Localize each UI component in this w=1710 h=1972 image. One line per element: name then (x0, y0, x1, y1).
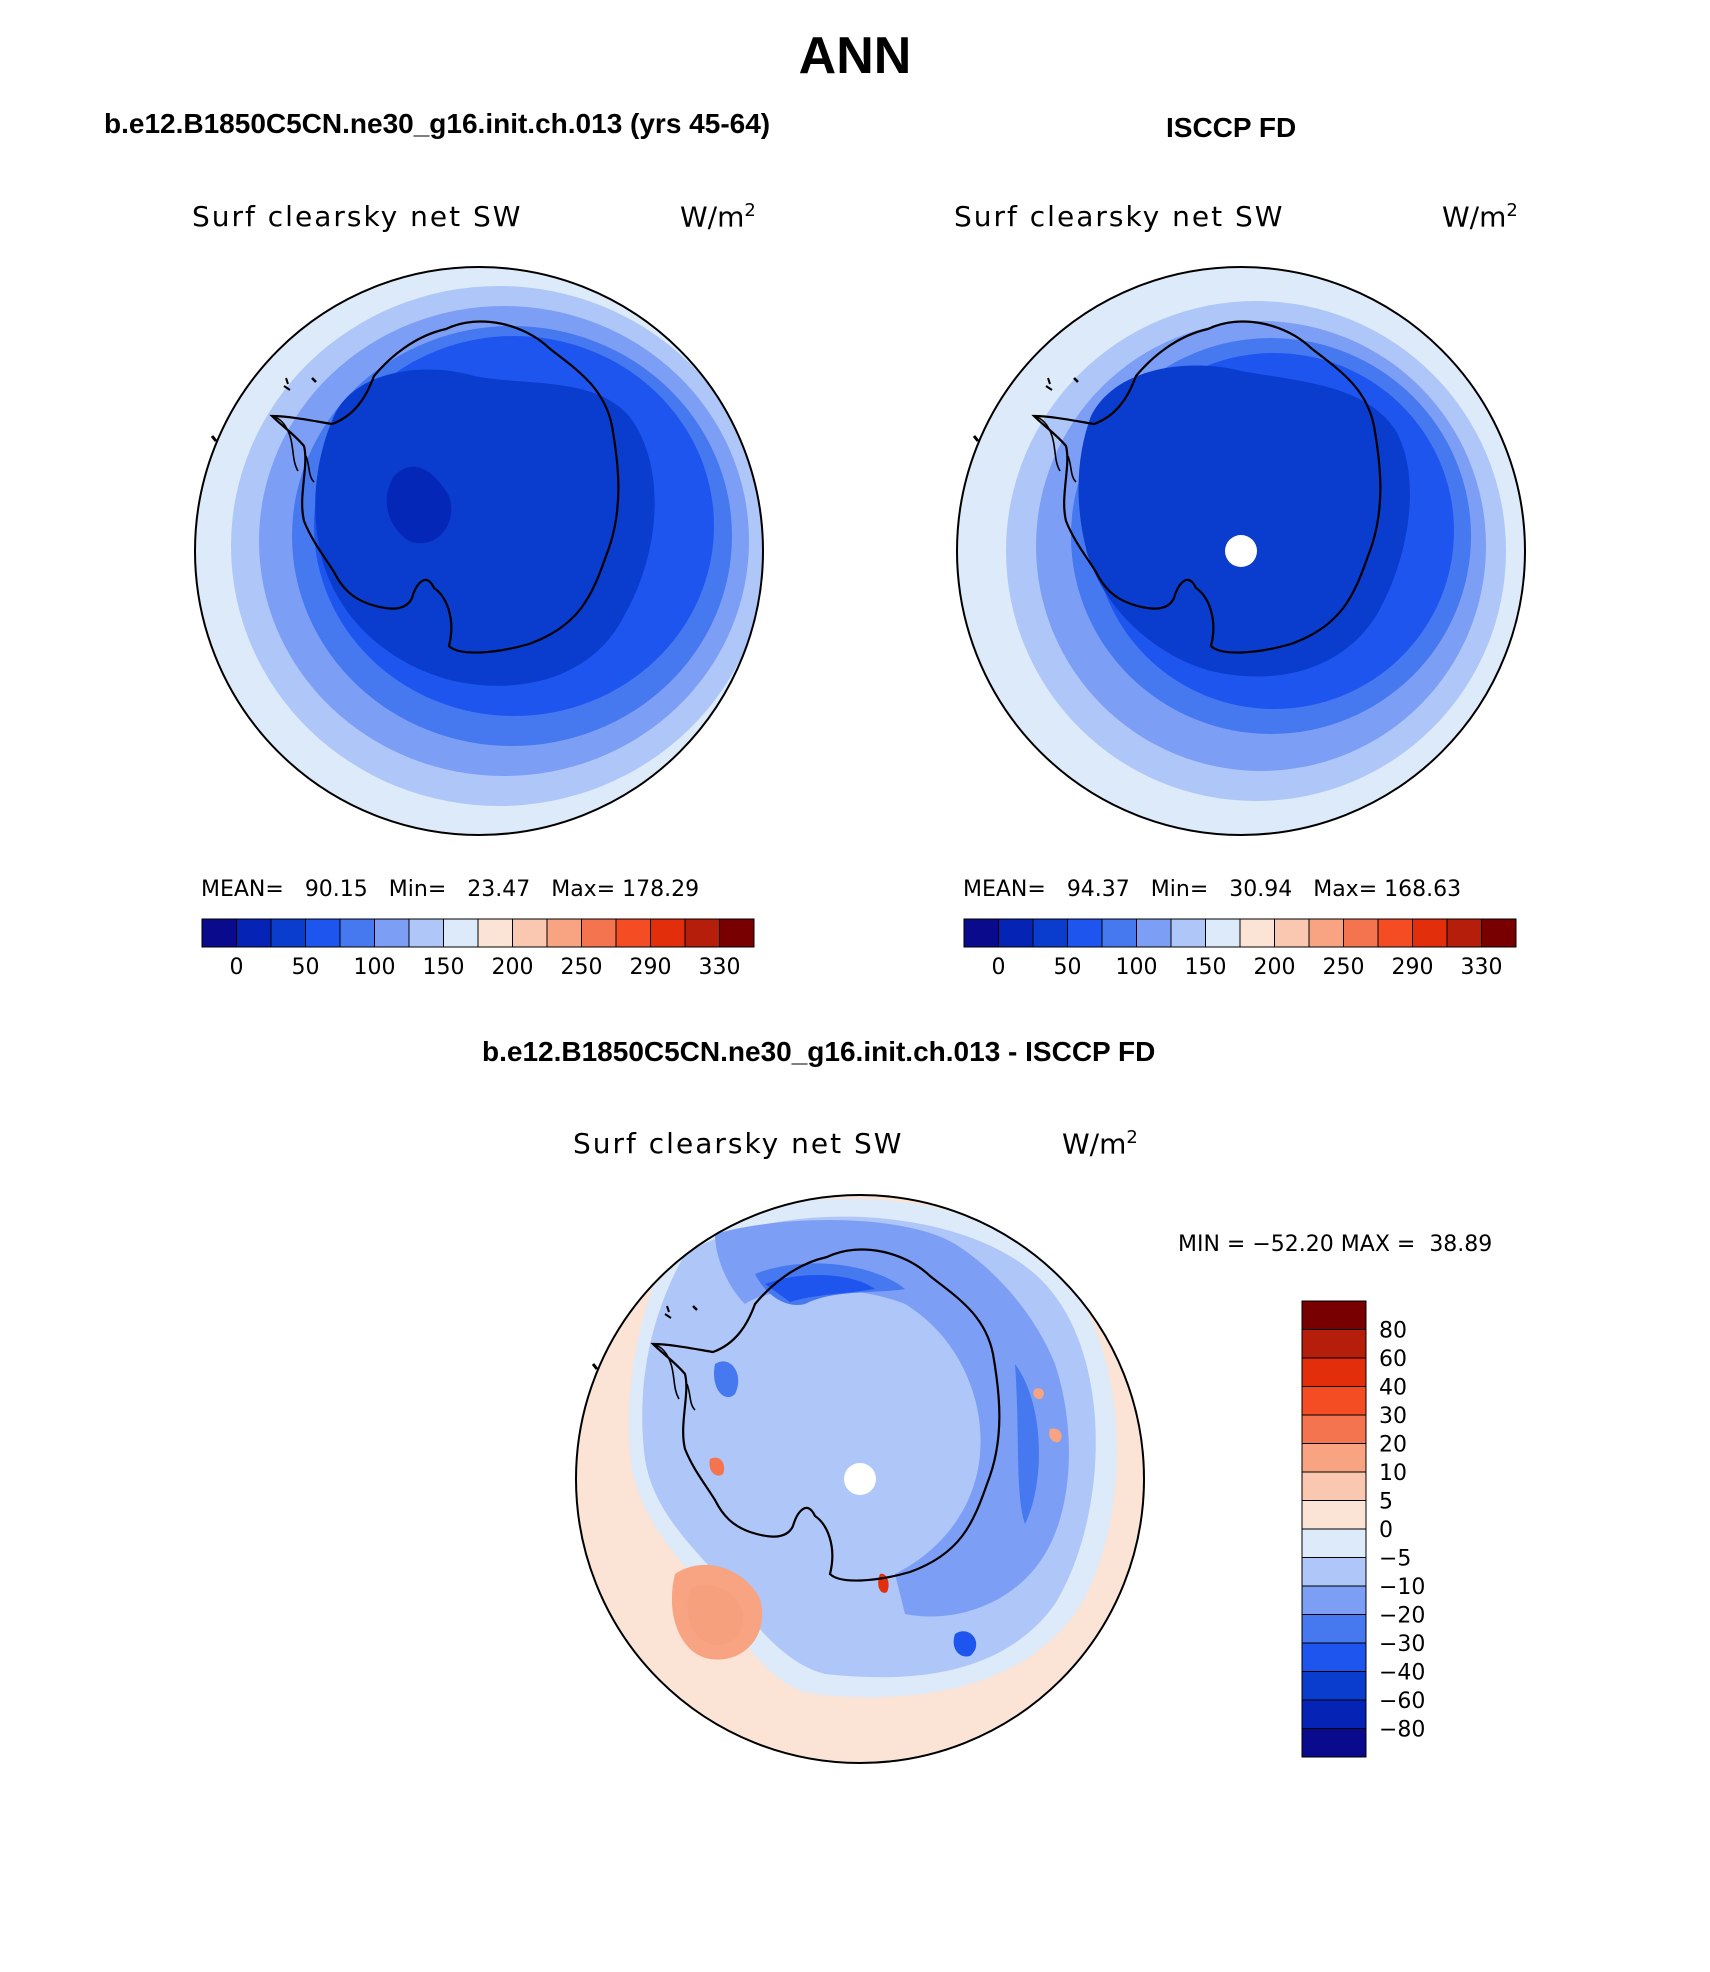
colorbar-tick-label: −30 (1379, 1632, 1425, 1657)
diff-variable-label: Surf clearsky net SW (573, 1127, 904, 1160)
colorbar-tick-label: 290 (1392, 955, 1434, 980)
obs-panel-title: ISCCP FD (1166, 112, 1297, 143)
obs-colorbar: 0 50 100 150 200 250 290 330 (963, 918, 1517, 980)
obs-stats: MEAN= 94.37 Min= 30.94 Max= 168.63 (963, 877, 1462, 902)
colorbar-box (650, 918, 686, 948)
colorbar-box (1301, 1414, 1367, 1444)
colorbar-tick-label: 0 (992, 955, 1006, 980)
colorbar-tick-label: 5 (1379, 1490, 1393, 1515)
colorbar-tick-label: 250 (1323, 955, 1365, 980)
colorbar-tick-label: 200 (1254, 955, 1296, 980)
colorbar-box (1301, 1443, 1367, 1473)
colorbar-box (1136, 918, 1172, 948)
colorbar-box (1274, 918, 1310, 948)
obs-polar-map (956, 266, 1526, 836)
model-variable-label: Surf clearsky net SW (192, 200, 523, 233)
colorbar-tick-label: 150 (1185, 955, 1227, 980)
colorbar-box (615, 918, 651, 948)
colorbar-box (684, 918, 720, 948)
colorbar-box (1301, 1671, 1367, 1701)
colorbar-tick-label: 250 (561, 955, 603, 980)
colorbar-tick-label: 30 (1379, 1404, 1407, 1429)
diff-stats: MIN = −52.20 MAX = 38.89 (1178, 1232, 1493, 1257)
colorbar-tick-label: 50 (292, 955, 320, 980)
colorbar-box (546, 918, 582, 948)
colorbar-box (581, 918, 617, 948)
colorbar-box (374, 918, 410, 948)
main-title: ANN (798, 27, 912, 85)
colorbar-tick-label: 200 (492, 955, 534, 980)
colorbar-tick-label: 60 (1379, 1347, 1407, 1372)
colorbar-box (1170, 918, 1206, 948)
obs-variable-label: Surf clearsky net SW (954, 200, 1285, 233)
diff-panel-title: b.e12.B1850C5CN.ne30_g16.init.ch.013 - I… (482, 1036, 1156, 1067)
colorbar-tick-label: 290 (630, 955, 672, 980)
colorbar-tick-label: 10 (1379, 1461, 1407, 1486)
colorbar-box (1301, 1585, 1367, 1615)
model-units-label: W/m2 (680, 200, 756, 234)
colorbar-tick-label: −60 (1379, 1689, 1425, 1714)
colorbar-tick-label: 0 (230, 955, 244, 980)
colorbar-box (1205, 918, 1241, 948)
colorbar-box (512, 918, 548, 948)
colorbar-box (1301, 1528, 1367, 1558)
colorbar-tick-label: 100 (1116, 955, 1158, 980)
model-polar-map (194, 266, 764, 836)
colorbar-box (719, 918, 755, 948)
colorbar-box (1301, 1329, 1367, 1359)
colorbar-tick-label: 100 (354, 955, 396, 980)
colorbar-box (1481, 918, 1517, 948)
colorbar-box (1032, 918, 1068, 948)
colorbar-tick-label: 40 (1379, 1376, 1407, 1401)
colorbar-box (1301, 1500, 1367, 1530)
colorbar-box (1239, 918, 1275, 948)
colorbar-box (1067, 918, 1103, 948)
colorbar-box (1446, 918, 1482, 948)
colorbar-box (201, 918, 237, 948)
colorbar-box (1343, 918, 1379, 948)
colorbar-box (1301, 1386, 1367, 1416)
colorbar-box (270, 918, 306, 948)
colorbar-box (1301, 1642, 1367, 1672)
model-colorbar: 0 50 100 150 200 250 290 330 (201, 918, 755, 980)
colorbar-tick-label: −80 (1379, 1718, 1425, 1743)
colorbar-box (1377, 918, 1413, 948)
diff-colorbar: 80 60 40 30 20 10 5 0 −5 −10 −20 −30 −40 −60 −80 (1301, 1300, 1425, 1758)
colorbar-tick-label: −40 (1379, 1661, 1425, 1686)
colorbar-box (339, 918, 375, 948)
colorbar-box (443, 918, 479, 948)
colorbar-box (1301, 1357, 1367, 1387)
colorbar-box (998, 918, 1034, 948)
model-panel-title: b.e12.B1850C5CN.ne30_g16.init.ch.013 (yr… (104, 108, 771, 139)
colorbar-box (477, 918, 513, 948)
model-stats: MEAN= 90.15 Min= 23.47 Max= 178.29 (201, 877, 700, 902)
colorbar-tick-label: 80 (1379, 1319, 1407, 1344)
colorbar-tick-label: 150 (423, 955, 465, 980)
colorbar-tick-label: 330 (699, 955, 741, 980)
obs-units-label: W/m2 (1442, 200, 1518, 234)
colorbar-box (1301, 1699, 1367, 1729)
colorbar-box (1301, 1614, 1367, 1644)
colorbar-tick-label: −20 (1379, 1604, 1425, 1629)
colorbar-box (1301, 1300, 1367, 1330)
colorbar-box (236, 918, 272, 948)
diff-polar-map (575, 1194, 1145, 1764)
diff-units-label: W/m2 (1062, 1127, 1138, 1161)
colorbar-box (963, 918, 999, 948)
colorbar-tick-label: 20 (1379, 1433, 1407, 1458)
colorbar-tick-label: 330 (1461, 955, 1503, 980)
colorbar-tick-label: 0 (1379, 1518, 1393, 1543)
colorbar-tick-label: 50 (1054, 955, 1082, 980)
colorbar-box (1101, 918, 1137, 948)
colorbar-box (1308, 918, 1344, 948)
colorbar-box (305, 918, 341, 948)
colorbar-tick-label: −10 (1379, 1575, 1425, 1600)
colorbar-box (408, 918, 444, 948)
colorbar-box (1301, 1728, 1367, 1758)
colorbar-box (1301, 1471, 1367, 1501)
colorbar-box (1412, 918, 1448, 948)
colorbar-box (1301, 1557, 1367, 1587)
colorbar-tick-label: −5 (1379, 1547, 1411, 1572)
